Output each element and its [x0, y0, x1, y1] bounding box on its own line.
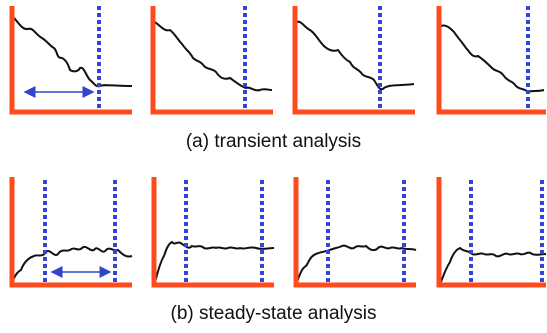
axes: [436, 6, 546, 115]
transient-panel-3: [292, 6, 415, 115]
steady-state-panel-2: [151, 177, 275, 288]
transient-panel-1: [9, 6, 133, 115]
transient-panel-4: [436, 6, 546, 115]
axes: [292, 6, 415, 115]
transient-curve: [440, 24, 545, 94]
steady-state-curve: [154, 240, 275, 283]
steady-state-panel-4: [436, 177, 547, 288]
steady-state-analysis-caption: (b) steady-state analysis: [170, 303, 377, 324]
axes: [293, 177, 416, 288]
axes: [151, 177, 274, 288]
axes: [9, 6, 132, 115]
steady-state-panel-3: [293, 177, 417, 288]
transient-analysis-caption: (a) transient analysis: [185, 131, 362, 152]
steady-state-curve: [11, 245, 133, 283]
transient-curve: [296, 20, 415, 91]
axes: [436, 177, 546, 288]
axes: [9, 177, 132, 288]
transient-curve: [154, 21, 273, 92]
steady-state-panel-1: [9, 177, 133, 288]
transient-curve: [13, 17, 133, 88]
axes: [150, 6, 273, 115]
transient-panel-2: [150, 6, 273, 115]
steady-state-curve: [296, 244, 417, 283]
steady-state-curve: [440, 246, 547, 283]
